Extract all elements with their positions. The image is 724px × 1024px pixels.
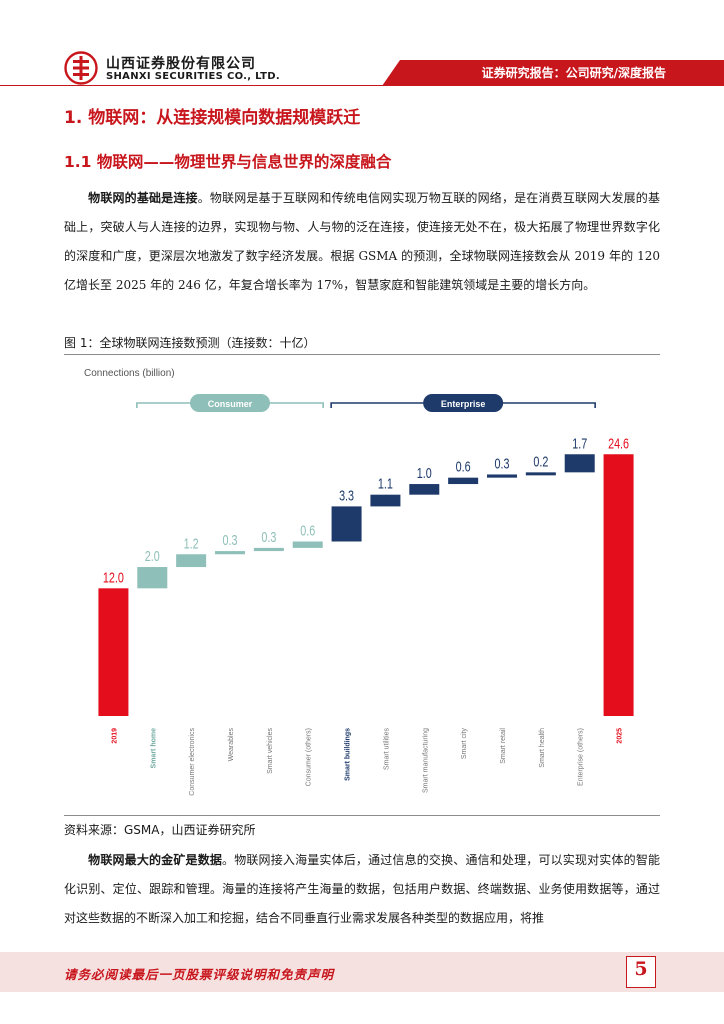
figure-top-rule <box>64 354 660 355</box>
category-label: Wearables <box>228 728 235 762</box>
group-bracket-enterprise: Enterprise <box>330 394 596 412</box>
category-label: Enterprise (others) <box>578 728 585 786</box>
value-label: 12.0 <box>103 569 124 586</box>
footer-band <box>0 952 724 992</box>
figure-bottom-rule <box>64 815 660 816</box>
page-number-box <box>626 956 656 988</box>
value-label: 1.0 <box>417 464 432 481</box>
category-label: Smart utilities <box>383 728 390 771</box>
bar-smart-manufacturing <box>409 484 440 495</box>
bar-2019 <box>98 588 129 716</box>
figure-source: 资料来源：GSMA，山西证券研究所 <box>64 823 256 837</box>
bar-smart-home <box>137 567 168 589</box>
bar-consumer-others <box>292 541 323 548</box>
value-label: 1.7 <box>572 434 587 451</box>
bar-smart-utilities <box>370 494 401 507</box>
chart-category-labels: 2019 Smart home Consumer electronics Wearab… <box>111 728 623 796</box>
page-header: 山西证券股份有限公司 SHANXI SECURITIES CO., LTD. 证… <box>0 0 724 96</box>
category-label: Smart vehicles <box>267 728 274 774</box>
group-bracket-consumer: Consumer <box>136 394 324 412</box>
bar-enterprise-others <box>564 454 595 473</box>
value-label: 0.6 <box>456 458 471 475</box>
paragraph-body: 。物联网接入海量实体后，通过信息的交换、通信和处理，可以实现对实体的智能化识别、… <box>64 853 660 925</box>
paragraph-lead: 物联网最大的金矿是数据 <box>88 853 223 867</box>
company-name-en: SHANXI SECURITIES CO., LTD. <box>106 71 280 82</box>
value-label: 0.3 <box>223 531 238 548</box>
chart-group-brackets: Consumer Enterprise <box>136 394 596 412</box>
figure-caption: 图 1：全球物联网连接数预测（连接数：十亿） <box>64 336 316 350</box>
bar-2025 <box>603 454 634 716</box>
bar-wearables <box>215 551 245 555</box>
section-heading: 1. 物联网：从连接规模向数据规模跃迁 <box>64 108 361 128</box>
subsection-heading: 1.1 物联网——物理世界与信息世界的深度融合 <box>64 153 392 171</box>
bar-smart-health <box>525 472 556 476</box>
chart-unit-label: Connections (billion) <box>84 368 175 379</box>
company-name-cn: 山西证券股份有限公司 <box>106 56 256 72</box>
chart-bars <box>98 454 634 716</box>
chart-value-labels: 12.0 2.0 1.2 0.3 0.3 0.6 3.3 1.1 1.0 0.6 0.3 0.2 1.7… <box>103 434 629 585</box>
paragraph-data: 物联网最大的金矿是数据。物联网接入海量实体后，通过信息的交换、通信和处理，可以实… <box>64 846 660 933</box>
value-label: 0.3 <box>495 455 510 472</box>
category-label: Consumer (others) <box>306 728 313 786</box>
paragraph-lead: 物联网的基础是连接 <box>88 191 198 205</box>
category-label: Consumer electronics <box>189 728 196 796</box>
bar-consumer-electronics <box>176 554 207 568</box>
bar-smart-city <box>448 477 479 485</box>
value-label: 0.6 <box>300 522 315 539</box>
category-label: Smart city <box>461 728 468 760</box>
bar-smart-retail <box>487 474 517 478</box>
footer-disclaimer: 请务必阅读最后一页股票评级说明和免责声明 <box>64 967 335 982</box>
category-label: Smart manufacturing <box>422 728 429 793</box>
paragraph-body: 。物联网是基于互联网和传统电信网实现万物互联的网络，是在消费互联网大发展的基础上… <box>64 191 660 292</box>
value-label: 1.2 <box>184 534 199 551</box>
category-label: Smart retail <box>500 728 507 764</box>
value-label: 24.6 <box>608 434 629 451</box>
report-type-label: 证券研究报告：公司研究/深度报告 <box>481 66 666 80</box>
value-label: 1.1 <box>378 475 393 492</box>
waterfall-chart: Connections (billion) Consumer Enterprise… <box>84 368 634 796</box>
category-label: 2025 <box>617 728 624 744</box>
group-label: Enterprise <box>441 399 486 409</box>
value-label: 3.3 <box>339 487 354 504</box>
paragraph-connections: 物联网的基础是连接。物联网是基于互联网和传统电信网实现万物互联的网络，是在消费互… <box>64 184 660 300</box>
category-label: Smart buildings <box>345 728 352 781</box>
page-number: 5 <box>634 958 648 980</box>
category-label: 2019 <box>111 728 118 744</box>
bar-smart-buildings <box>331 506 362 542</box>
value-label: 0.2 <box>533 453 548 470</box>
value-label: 0.3 <box>261 528 276 545</box>
bar-smart-vehicles <box>253 547 284 552</box>
value-label: 2.0 <box>145 547 160 564</box>
company-logo-icon <box>64 51 98 85</box>
category-label: Smart home <box>150 728 157 769</box>
category-label: Smart health <box>539 728 546 768</box>
header-red-bar <box>0 60 724 86</box>
group-label: Consumer <box>208 399 253 409</box>
